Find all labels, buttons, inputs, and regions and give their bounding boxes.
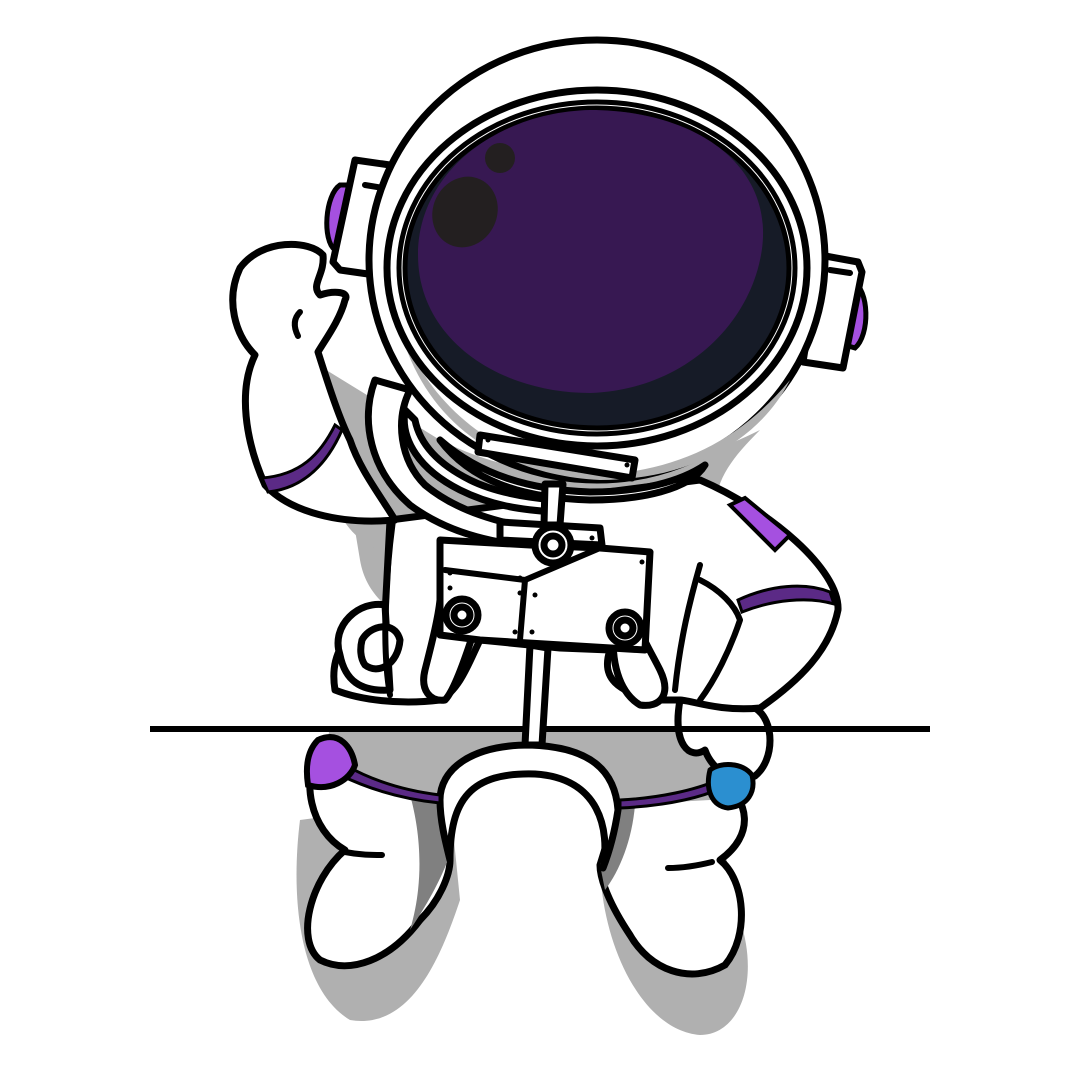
right-hand xyxy=(674,692,774,811)
leg-right xyxy=(596,776,748,978)
waist-band xyxy=(337,762,442,805)
seat-shadow xyxy=(328,728,729,805)
raised-arm xyxy=(229,240,399,525)
knee-patch xyxy=(303,734,359,790)
helmet xyxy=(324,36,869,529)
crotch-arch xyxy=(436,741,622,872)
chest-control-box xyxy=(436,518,654,749)
